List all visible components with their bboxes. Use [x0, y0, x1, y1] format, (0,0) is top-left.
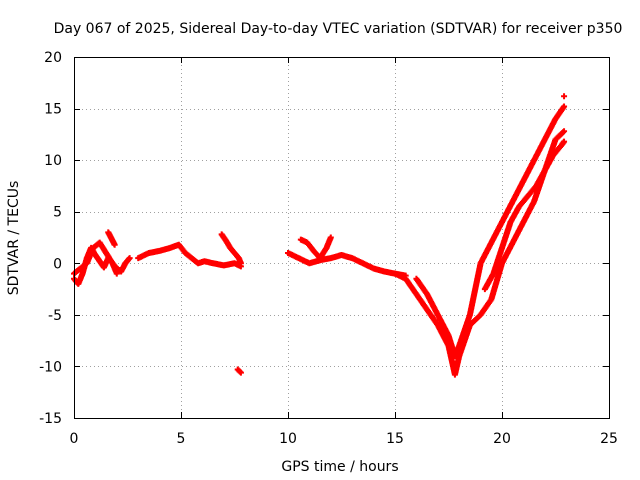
x-axis-label: GPS time / hours — [281, 459, 398, 475]
x-tick-label: 15 — [386, 431, 404, 447]
y-tick-label: 5 — [53, 205, 62, 221]
data-point — [111, 241, 118, 248]
data-point — [237, 369, 244, 376]
axis-ticks: 0 5 10 15 20 25 -15 -10 -5 0 5 10 15 20 — [39, 50, 618, 447]
y-tick-label: 15 — [44, 102, 62, 118]
data-point — [561, 138, 568, 145]
y-tick-label: -15 — [39, 411, 62, 427]
data-point — [561, 128, 568, 135]
y-tick-label: 20 — [44, 50, 62, 66]
x-tick-label: 25 — [600, 431, 618, 447]
data-point — [327, 234, 334, 241]
y-tick-label: 10 — [44, 153, 62, 169]
plot-frame — [74, 57, 610, 419]
data-point — [113, 270, 120, 277]
x-tick-label: 20 — [493, 431, 511, 447]
data-point — [237, 260, 244, 267]
x-tick-label: 5 — [177, 431, 186, 447]
chart-title: Day 067 of 2025, Sidereal Day-to-day VTE… — [54, 21, 623, 37]
data-point — [561, 103, 568, 110]
data-point — [126, 255, 133, 262]
data-point — [561, 93, 568, 100]
y-tick-label: 0 — [53, 256, 62, 272]
y-tick-label: -10 — [39, 359, 62, 375]
x-tick-label: 0 — [70, 431, 79, 447]
x-tick-label: 10 — [279, 431, 297, 447]
y-axis-label: SDTVAR / TECUs — [6, 181, 22, 296]
data-points — [71, 93, 568, 378]
y-tick-label: -5 — [48, 308, 62, 324]
